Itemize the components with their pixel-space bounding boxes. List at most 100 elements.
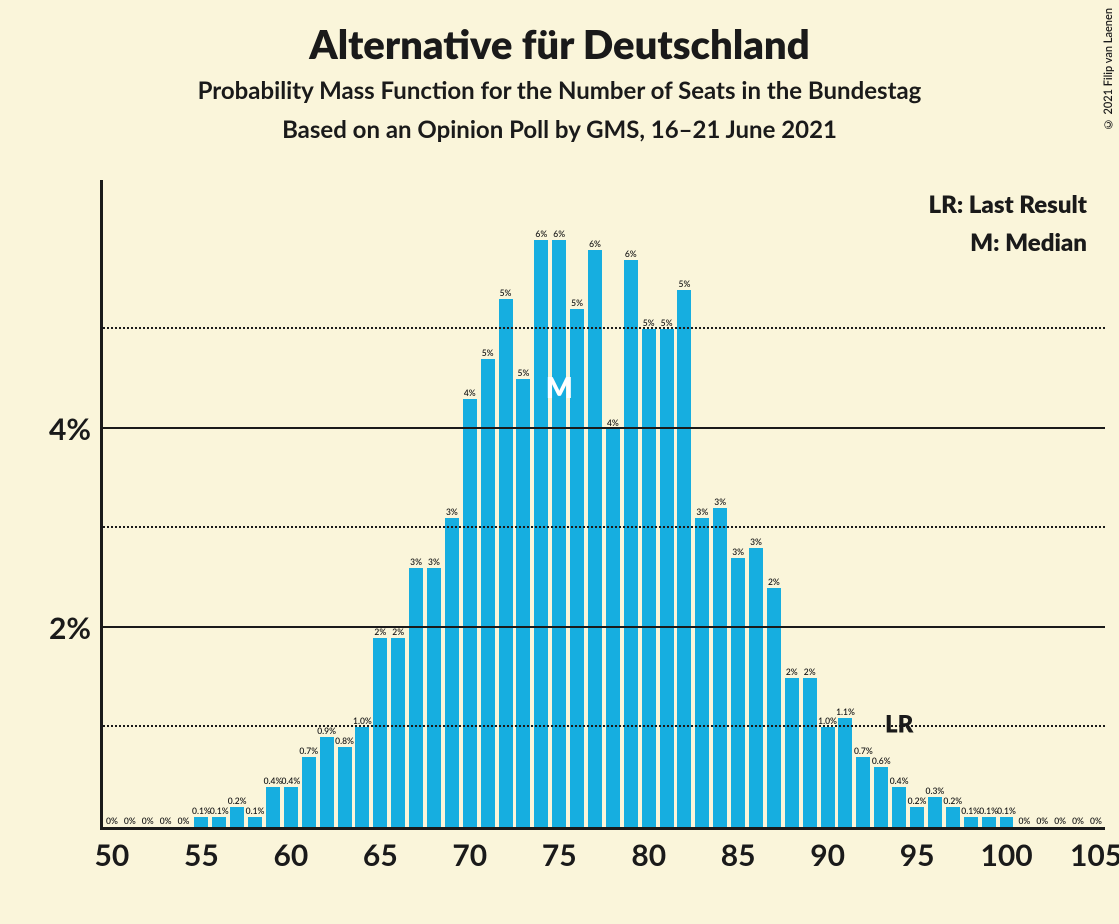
bar: 5% — [677, 290, 691, 828]
bar-slot: 1.1% — [837, 180, 855, 827]
bar: 0.3% — [928, 797, 942, 827]
bar: 0.2% — [910, 807, 924, 827]
bar-value-label: 0% — [142, 816, 154, 827]
plot-area: LR: Last Result M: Median 0%0%0%0%0%0.1%… — [100, 180, 1105, 830]
bar-value-label: 5% — [571, 298, 583, 309]
bar-slot: 0.2% — [944, 180, 962, 827]
bar-slot: 0.1% — [192, 180, 210, 827]
bar: 3% — [731, 558, 745, 827]
bar-value-label: 3% — [696, 507, 708, 518]
bar-slot: 0% — [1087, 180, 1105, 827]
bar-value-label: 2% — [392, 627, 404, 638]
bar-slot: 0.1% — [998, 180, 1016, 827]
bar-value-label: 0.7% — [854, 746, 873, 757]
bar-slot: 0% — [139, 180, 157, 827]
bar-slot: 0% — [1033, 180, 1051, 827]
bar: 0.1% — [248, 817, 262, 827]
bar-value-label: 3% — [750, 537, 762, 548]
title-block: Alternative für Deutschland Probability … — [0, 0, 1119, 144]
bar-value-label: 0% — [124, 816, 136, 827]
bar: 0.4% — [266, 787, 280, 827]
chart-subtitle-1: Probability Mass Function for the Number… — [0, 76, 1119, 105]
x-axis-label: 75 — [542, 837, 577, 873]
bar: 0.1% — [982, 817, 996, 827]
x-axis-label: 95 — [900, 837, 935, 873]
bar-value-label: 0% — [1018, 816, 1030, 827]
bar-slot: 0.2% — [228, 180, 246, 827]
bar-value-label: 4% — [464, 388, 476, 399]
bar-slot: 0.1% — [246, 180, 264, 827]
bar-slot: 3% — [425, 180, 443, 827]
bar-value-label: 2% — [374, 627, 386, 638]
bar-value-label: 0.4% — [281, 776, 300, 787]
bar-slot: 0.3% — [926, 180, 944, 827]
bar-value-label: 0% — [160, 816, 172, 827]
bar-value-label: 6% — [553, 229, 565, 240]
bar: 5% — [642, 329, 656, 827]
bar-value-label: 0.4% — [264, 776, 283, 787]
bar: 1.1% — [838, 718, 852, 827]
bar-slot: 6% — [532, 180, 550, 827]
bar-slot: 0.6% — [872, 180, 890, 827]
bar-slot: 0.7% — [300, 180, 318, 827]
bar: 0.1% — [212, 817, 226, 827]
x-axis-label: 70 — [452, 837, 487, 873]
bar-slot: 6% — [622, 180, 640, 827]
bar-slot: 1.0% — [819, 180, 837, 827]
gridline-minor — [103, 327, 1105, 329]
bar: 0.8% — [338, 747, 352, 827]
bar-value-label: 0.1% — [210, 806, 229, 817]
bar-value-label: 0.1% — [997, 806, 1016, 817]
bar-value-label: 5% — [500, 288, 512, 299]
y-axis-label: 4% — [49, 411, 103, 447]
bar: 0.7% — [302, 757, 316, 827]
bar-slot: 0.1% — [980, 180, 998, 827]
bar: 3% — [427, 568, 441, 827]
bar-slot: 4% — [604, 180, 622, 827]
bar-value-label: 6% — [535, 229, 547, 240]
x-axis-label: 65 — [363, 837, 398, 873]
bar-slot: 6% — [586, 180, 604, 827]
bar-value-label: 0.2% — [908, 796, 927, 807]
bar-slot: 0.4% — [264, 180, 282, 827]
x-axis-label: 80 — [631, 837, 666, 873]
bar-value-label: 2% — [804, 667, 816, 678]
bar-value-label: 0.8% — [335, 736, 354, 747]
copyright-text: © 2021 Filip van Laenen — [1102, 8, 1115, 130]
x-axis: 50556065707580859095100105 — [103, 837, 1105, 877]
bar-value-label: 3% — [714, 497, 726, 508]
bar-slot: 0% — [157, 180, 175, 827]
x-axis-label: 100 — [980, 837, 1032, 873]
bar-slot: 2% — [801, 180, 819, 827]
bar-slot: 5% — [479, 180, 497, 827]
bar-value-label: 0.7% — [299, 746, 318, 757]
bar-slot: 0% — [1069, 180, 1087, 827]
bar-value-label: 5% — [482, 348, 494, 359]
x-axis-label: 85 — [721, 837, 756, 873]
x-axis-label: 55 — [184, 837, 219, 873]
bar: 5% — [499, 299, 513, 827]
bar-slot: 3% — [407, 180, 425, 827]
bar-value-label: 5% — [679, 279, 691, 290]
bar-value-label: 0.1% — [246, 806, 265, 817]
chart: LR: Last Result M: Median 0%0%0%0%0%0.1%… — [30, 180, 1105, 900]
bar: 2% — [767, 588, 781, 827]
bar-value-label: 0.1% — [961, 806, 980, 817]
bar-slot: 0.4% — [282, 180, 300, 827]
gridline-minor — [103, 526, 1105, 528]
bar: 0.4% — [892, 787, 906, 827]
bar: 5% — [660, 329, 674, 827]
bar: 6% — [624, 260, 638, 827]
bar-value-label: 0% — [1090, 816, 1102, 827]
gridline-major — [103, 626, 1105, 628]
gridline-minor — [103, 725, 1105, 727]
bar-slot: 5% — [568, 180, 586, 827]
bar-value-label: 3% — [410, 557, 422, 568]
bar-slot: 0% — [103, 180, 121, 827]
x-axis-label: 105 — [1070, 837, 1119, 873]
bar-value-label: 3% — [732, 547, 744, 558]
bar: 4% — [463, 399, 477, 827]
chart-subtitle-2: Based on an Opinion Poll by GMS, 16–21 J… — [0, 115, 1119, 144]
bar: 3% — [713, 508, 727, 827]
bar: 0.6% — [874, 767, 888, 827]
